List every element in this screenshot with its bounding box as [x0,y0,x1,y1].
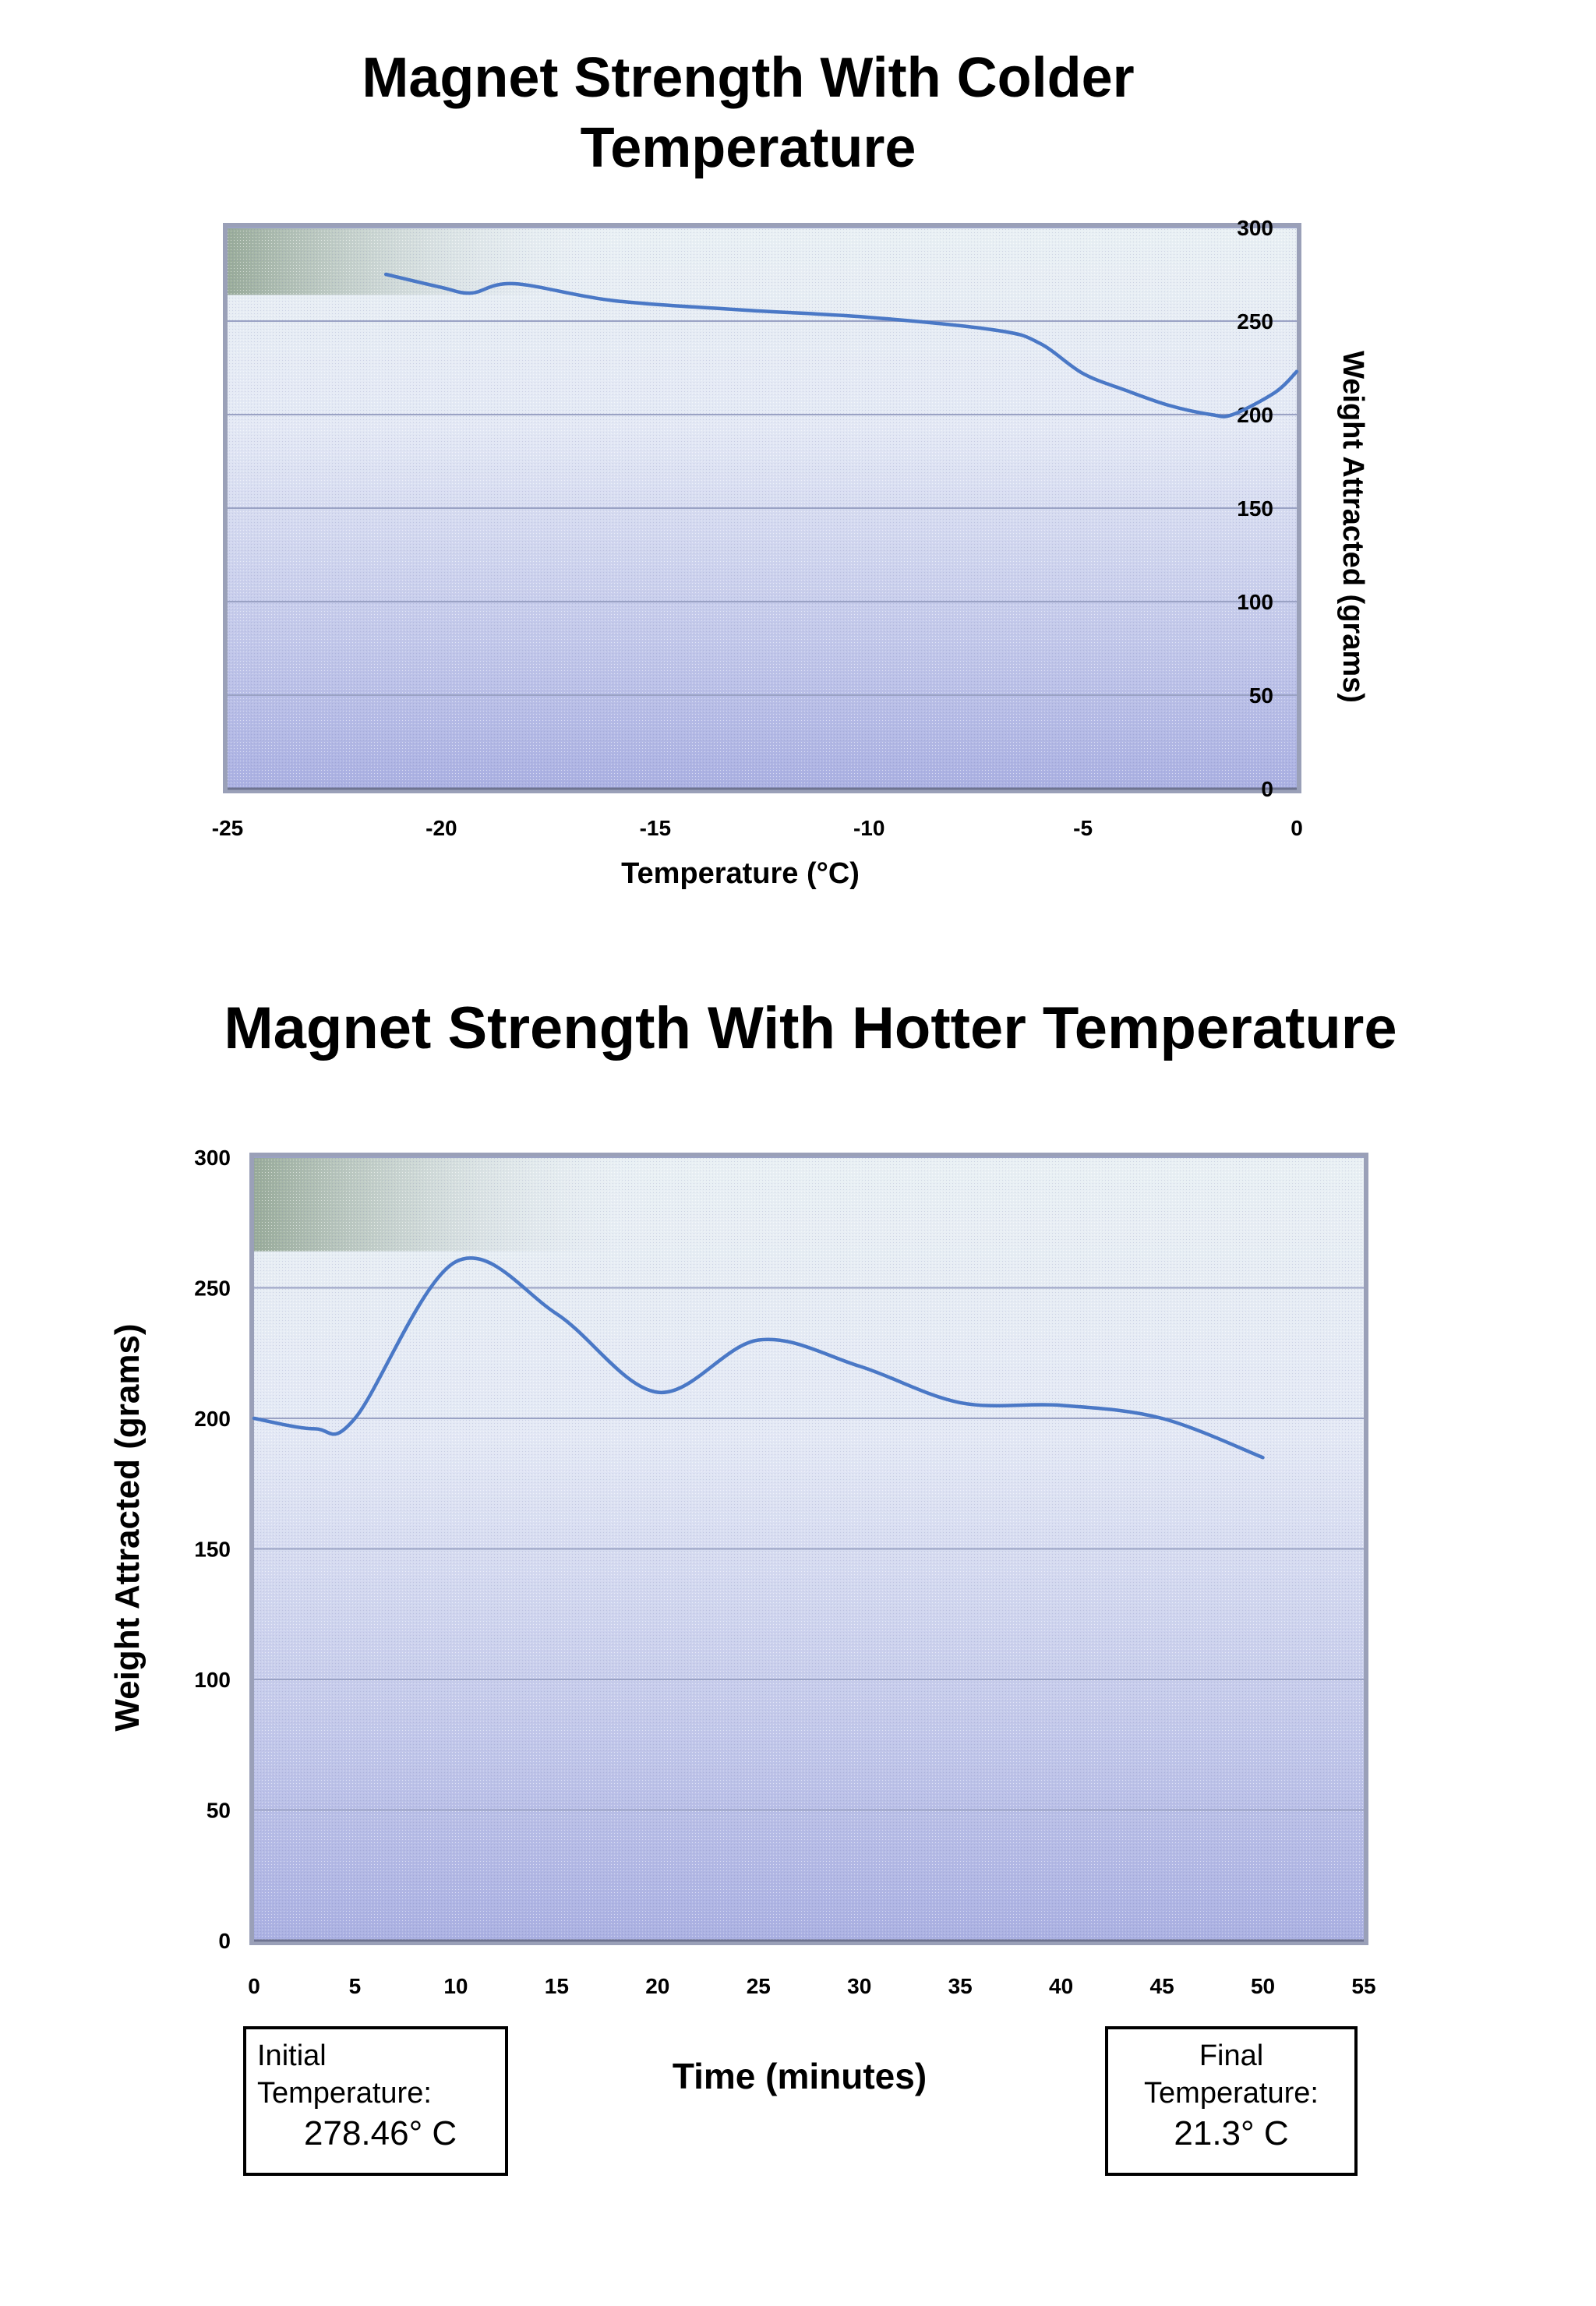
y-axis-label: Weight Attracted (grams) [108,1323,147,1731]
x-tick-label: 20 [645,1974,669,1998]
x-tick-label: -15 [640,816,671,840]
chart2: 0 50 100 150 200 250 300 0 5 10 15 20 25 30 35 40 45 50 55… [108,1146,1376,2096]
x-axis-label: Temperature (°C) [621,857,860,890]
y-tick-label: 100 [1237,590,1273,614]
y-tick-label: 100 [194,1668,231,1692]
x-tick-label: 0 [1291,816,1303,840]
y-tick-label: 150 [194,1538,231,1562]
x-tick-label: -25 [212,816,243,840]
chart1: 0 50 100 150 200 250 300 -25 -20 -15 -10 -5 0 Tempera… [212,216,1369,890]
initial-temperature-box: Initial Temperature: 278.46° C [243,2026,508,2176]
y-tick-label: 250 [194,1277,231,1301]
x-axis-label: Time (minutes) [673,2056,927,2096]
initial-temperature-label: Initial Temperature: [257,2039,432,2110]
x-tick-label: 45 [1150,1974,1174,1998]
final-temperature-value: 21.3° C [1174,2114,1289,2152]
x-tick-label: 35 [948,1974,973,1998]
y-tick-label: 0 [218,1929,231,1953]
x-tick-label: 15 [545,1974,569,1998]
x-tick-label: 10 [443,1974,468,1998]
x-tick-label: 40 [1049,1974,1073,1998]
y-tick-label: 200 [1237,403,1273,427]
y-tick-label: 50 [1249,683,1273,708]
final-temperature-label: Final Temperature: [1144,2039,1319,2110]
y-tick-label: 300 [1237,216,1273,240]
x-tick-label: -5 [1073,816,1093,840]
final-temperature-box: Final Temperature: 21.3° C [1105,2026,1358,2176]
y-tick-label: 50 [207,1799,231,1823]
y-tick-label: 0 [1261,777,1273,801]
x-tick-label: 55 [1351,1974,1375,1998]
y-axis-label: Weight Attracted (grams) [1336,351,1369,703]
x-tick-label: 30 [847,1974,871,1998]
series-line-1 [252,1255,1265,1460]
series-line-1 [383,272,1299,418]
y-tick-label: 250 [1237,309,1273,334]
x-tick-label: 50 [1251,1974,1275,1998]
x-tick-label: 5 [349,1974,362,1998]
y-tick-label: 300 [194,1146,231,1170]
x-tick-label: -10 [853,816,885,840]
x-tick-label: 25 [747,1974,771,1998]
x-tick-label: -20 [425,816,457,840]
chart1-title: Magnet Strength With Colder Temperature [362,47,1135,179]
y-tick-label: 200 [194,1407,231,1431]
y-tick-label: 150 [1237,496,1273,521]
x-tick-label: 0 [248,1974,260,1998]
initial-temperature-value: 278.46° C [304,2114,457,2152]
chart2-title: Magnet Strength With Hotter Temperature [224,995,1397,1061]
